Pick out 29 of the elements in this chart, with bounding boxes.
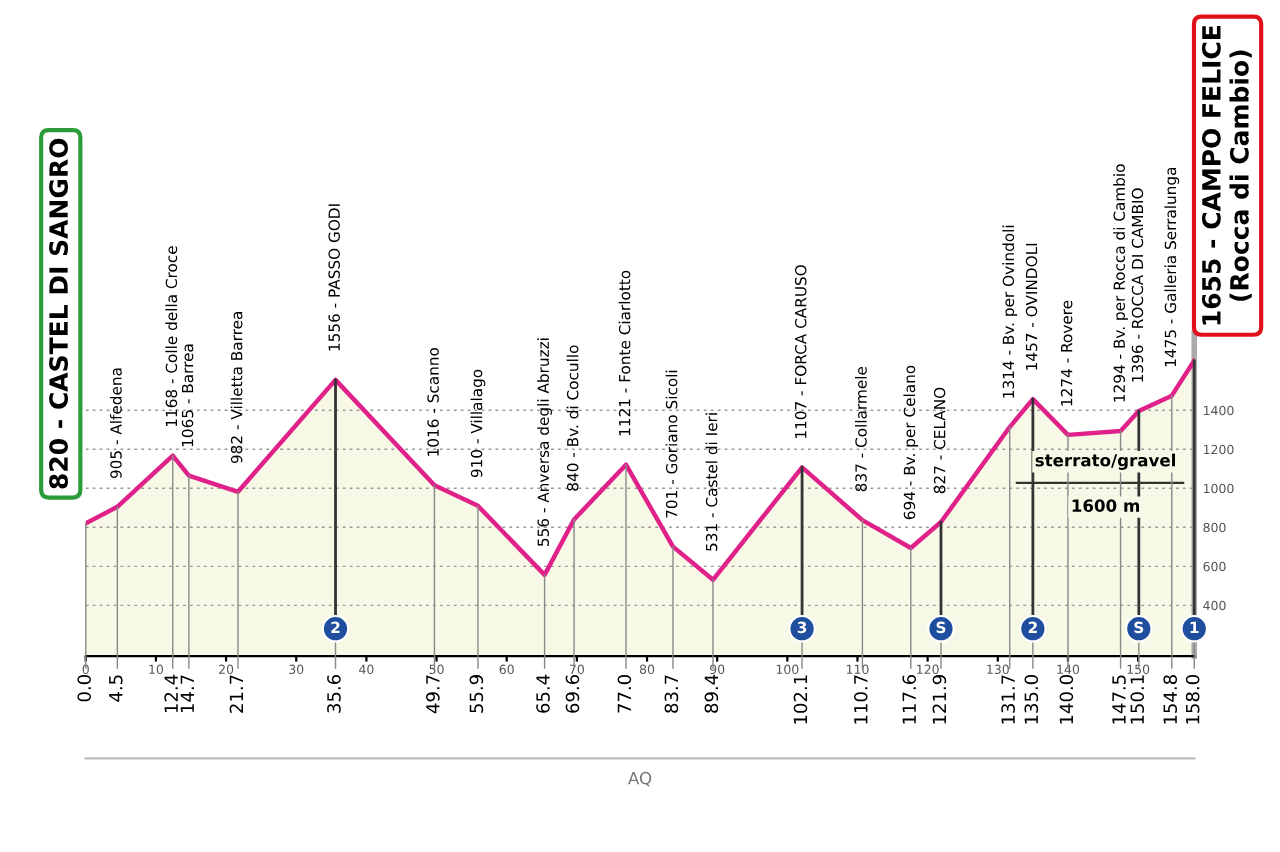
annotation: 14.7 [180,675,194,713]
annotation: 117.6 [902,674,917,724]
annotation: 0.0 [77,675,91,702]
annotation: 121.9 [932,675,947,724]
text: AQ [628,771,652,787]
annotation: sterrato/gravel [1035,453,1175,470]
annotation: 49.7 [426,675,440,714]
annotation: 83.7 [664,675,679,713]
annotation: 147.5 [1112,675,1126,724]
annotation: 131.7 [1001,675,1015,724]
annotation: 1600 m [1072,499,1140,512]
data-label: 820 - CASTEL DI SANGRO [49,138,69,489]
annotation: 135.0 [1024,675,1039,724]
annotation: 12.4 [164,674,178,713]
annotation: 21.7 [229,675,243,713]
annotation: 69.6 [565,674,580,713]
data-label: 1655 - CAMPO FELICE (Rocca di Cambio) [1201,26,1252,325]
annotation: 102.1 [793,675,808,724]
annotation: 140.0 [1059,675,1074,724]
annotation: 35.6 [327,674,341,713]
annotation: 77.0 [617,675,632,713]
annotation: 4.5 [109,675,123,702]
annotation: 65.4 [536,674,550,713]
annotation: 154.8 [1163,675,1178,724]
annotation: 55.9 [469,675,484,713]
annotation: 89.4 [704,674,719,713]
annotation: 110.7 [853,675,868,724]
annotation: 158.0 [1185,675,1200,724]
annotation: 150.1 [1130,675,1145,724]
